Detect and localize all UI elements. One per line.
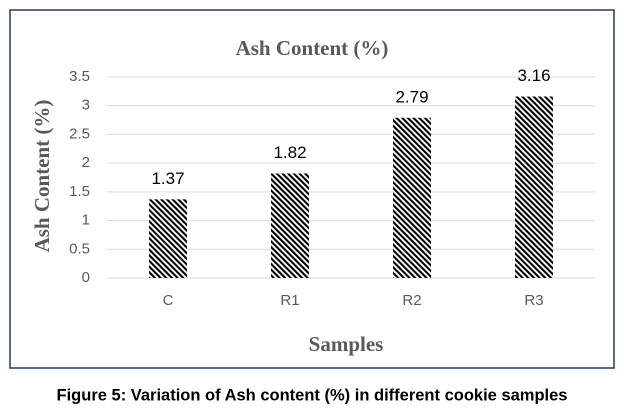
data-label: 1.82 [273,143,306,162]
y-tick-label: 2.5 [69,125,90,142]
x-tick-label: C [163,292,174,309]
data-label: 3.16 [517,66,550,85]
bar [271,173,309,278]
y-tick-label: 3.5 [69,68,90,85]
y-tick-label: 2 [82,154,90,171]
data-label: 2.79 [395,87,428,106]
x-tick-label: R1 [280,292,299,309]
y-tick-label: 0 [82,269,90,286]
caption: Figure 5: Variation of Ash content (%) i… [57,386,568,404]
y-tick-label: 0.5 [69,240,90,257]
bar [515,96,553,278]
bar [149,199,187,278]
x-tick-label: R3 [524,292,543,309]
x-tick-label: R2 [402,292,421,309]
chart-title: Ash Content (%) [236,36,389,60]
y-tick-label: 3 [82,97,90,114]
y-axis-title: Ash Content (%) [30,100,54,253]
y-tick-label: 1 [82,212,90,229]
data-label: 1.37 [151,169,184,188]
y-tick-label: 1.5 [69,183,90,200]
x-axis-title: Samples [309,332,384,356]
chart-frame [9,9,615,369]
bar [393,117,431,278]
